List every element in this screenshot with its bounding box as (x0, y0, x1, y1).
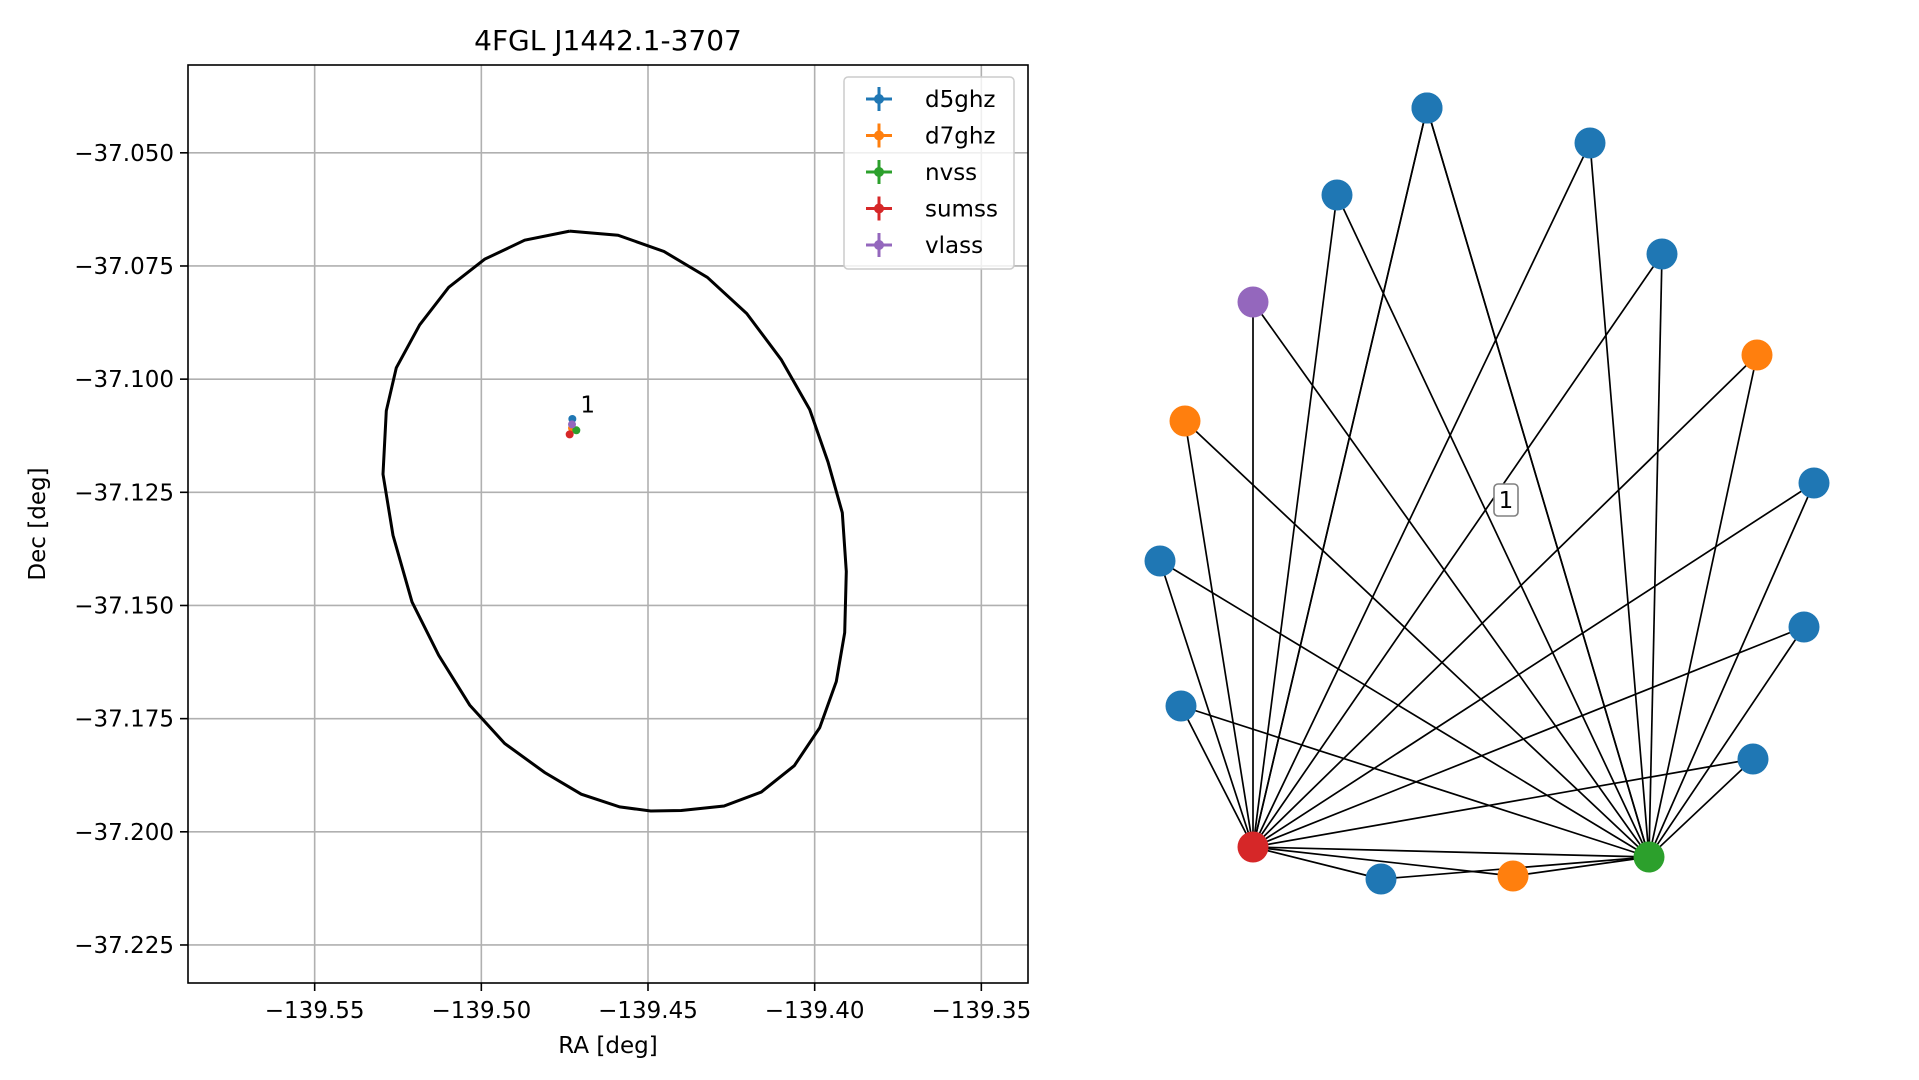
network-node-nvss (1633, 841, 1665, 873)
network-edge (1252, 253, 1663, 848)
nvss-legend-label: nvss (925, 160, 977, 186)
vlass-point (568, 420, 576, 429)
x-tick-label: −139.45 (598, 998, 698, 1024)
y-tick-label: −37.075 (74, 254, 174, 280)
network-panel: 1 (1144, 92, 1830, 895)
network-edge (1336, 194, 1650, 858)
network-node-n13 (1788, 611, 1820, 643)
network-node-n15 (1365, 863, 1397, 895)
network-edge (1180, 705, 1254, 848)
network-edge (1252, 758, 1754, 848)
legend: d5ghz d7ghz nvss sumss vlass (843, 76, 1015, 270)
d7ghz-legend-label: d7ghz (925, 124, 995, 150)
chart-title: 4FGL J1442.1-3707 (474, 24, 742, 57)
network-edge (1252, 301, 1650, 858)
network-edge (1252, 846, 1382, 880)
network-edge (1159, 560, 1254, 848)
network-edge (1252, 846, 1650, 858)
network-edge (1648, 482, 1815, 858)
network-edge (1252, 142, 1591, 848)
network-node-n8 (1741, 339, 1773, 371)
network-node-n10 (1321, 179, 1353, 211)
y-tick-label: −37.150 (74, 593, 174, 619)
points-layer (565, 414, 581, 439)
d7ghz-legend-marker (874, 130, 884, 141)
network-edge (1252, 194, 1338, 848)
d5ghz-legend-label: d5ghz (925, 87, 995, 113)
x-tick-label: −139.55 (265, 998, 365, 1024)
nvss-legend-marker (874, 167, 884, 177)
network-edge (1159, 560, 1650, 858)
x-tick-label: −139.40 (765, 998, 865, 1024)
y-tick-label: −37.050 (74, 141, 174, 167)
y-tick-label: −37.100 (74, 367, 174, 393)
network-edge (1648, 626, 1805, 858)
network-node-n5 (1798, 467, 1830, 499)
network-label: 1 (1499, 488, 1514, 514)
sumss-point (565, 430, 574, 439)
sumss-legend-marker (874, 203, 884, 214)
y-tick-label: −37.225 (74, 933, 174, 959)
nvss-point (572, 426, 581, 435)
x-axis-label: RA [deg] (558, 1033, 657, 1059)
localization-ellipse (381, 229, 848, 813)
y-axis-label: Dec [deg] (25, 467, 51, 580)
legend-box (843, 76, 1015, 270)
grid-lines (188, 65, 1028, 983)
network-node-n12 (1646, 238, 1678, 270)
network-edge (1252, 354, 1758, 848)
sumss-legend-label: sumss (925, 197, 998, 223)
network-edge (1648, 253, 1663, 858)
network-node-n14 (1497, 860, 1529, 892)
ellipse-layer (381, 229, 848, 813)
network-node-n4 (1169, 405, 1201, 437)
network-edge (1252, 626, 1805, 848)
network-node-n16 (1737, 743, 1769, 775)
y-tick-label: −37.200 (74, 820, 174, 846)
plot-frame (187, 64, 1029, 984)
nodes-layer (1144, 92, 1830, 895)
edges-layer (1159, 107, 1815, 880)
network-node-n17 (1411, 92, 1443, 124)
network-edge (1512, 856, 1650, 877)
network-node-n6 (1144, 545, 1176, 577)
network-edge (1252, 107, 1428, 848)
network-edge (1184, 420, 1650, 858)
vlass-legend-label: vlass (925, 233, 983, 259)
scatter-annotations: 1 (580, 393, 595, 419)
network-node-n9 (1237, 286, 1269, 318)
network-edge (1648, 354, 1758, 858)
d5ghz-legend-marker (874, 94, 884, 104)
network-edge (1252, 482, 1815, 848)
network-edge (1589, 142, 1650, 858)
network-label-layer: 1 (1493, 483, 1519, 517)
scatter-panel: −139.55 −139.50 −139.45 −139.40 −139.35 −37.… (25, 24, 1031, 1059)
y-tick-label: −37.125 (74, 480, 174, 506)
legend-entries: d5ghz d7ghz nvss sumss vlass (866, 87, 998, 259)
x-ticks: −139.55 −139.50 −139.45 −139.40 −139.35 (265, 983, 1031, 1024)
network-node-n7 (1165, 690, 1197, 722)
network-edge (1184, 420, 1254, 848)
network-label-box (1493, 483, 1519, 517)
point-annotation: 1 (580, 393, 595, 419)
network-edge (1180, 705, 1650, 858)
x-tick-label: −139.50 (431, 998, 531, 1024)
vlass-legend-marker (874, 240, 884, 250)
y-ticks: −37.050 −37.075 −37.100 −37.125 −37.150 −37.1… (74, 141, 188, 959)
x-tick-label: −139.35 (931, 998, 1031, 1024)
network-edge (1426, 107, 1650, 858)
network-node-sumss (1237, 831, 1269, 863)
network-node-n11 (1574, 127, 1606, 159)
y-tick-label: −37.175 (74, 707, 174, 733)
network-edge (1648, 758, 1754, 858)
